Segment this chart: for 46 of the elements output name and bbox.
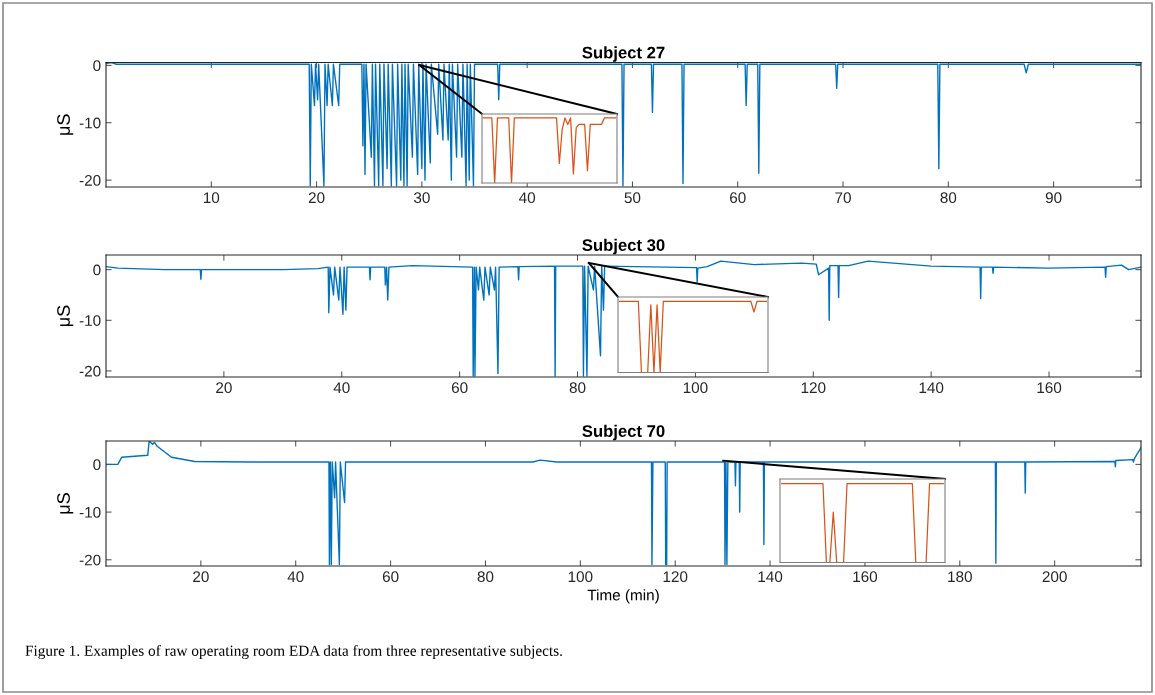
x-tick-label: 40 xyxy=(519,192,536,204)
x-tick-label: 90 xyxy=(1045,192,1062,204)
x-tick-label: 80 xyxy=(569,382,586,394)
y-axis-title: μS xyxy=(57,114,74,135)
x-tick-label: 70 xyxy=(835,192,851,204)
line-series xyxy=(106,62,1141,187)
x-tick-label: 60 xyxy=(451,382,468,394)
caption: Figure 1. Examples of raw operating room EDA data from three representative subjects. xyxy=(25,644,562,660)
y-tick-label: 0 xyxy=(93,60,101,72)
y-tick-label: -10 xyxy=(79,506,101,518)
x-tick-label: 50 xyxy=(624,192,641,204)
x-tick-label: 160 xyxy=(853,571,878,583)
x-tick-label: 20 xyxy=(308,192,325,204)
line-series xyxy=(106,441,1141,566)
y-tick-label: -20 xyxy=(79,365,101,377)
x-tick-label: 120 xyxy=(801,382,826,394)
x-tick-label: 20 xyxy=(216,382,232,394)
x-tick-label: 140 xyxy=(919,382,944,394)
y-tick-label: 0 xyxy=(93,264,101,276)
y-axis-title: μS xyxy=(57,305,74,327)
y-tick-label: -20 xyxy=(79,554,101,566)
x-tick-label: 200 xyxy=(1042,571,1067,583)
x-tick-label: 100 xyxy=(683,382,708,394)
chart-title: Subject 70 xyxy=(582,424,665,441)
x-tick-label: 120 xyxy=(663,571,688,583)
y-tick-label: -20 xyxy=(79,174,101,186)
x-tick-label: 80 xyxy=(940,192,957,204)
x-tick-label: 10 xyxy=(203,192,220,204)
y-tick-label: -10 xyxy=(79,117,101,129)
chart-title: Subject 30 xyxy=(582,238,665,255)
x-tick-label: 40 xyxy=(287,571,304,583)
x-tick-label: 60 xyxy=(382,571,399,583)
x-tick-label: 140 xyxy=(758,571,783,583)
y-tick-label: -10 xyxy=(79,315,101,326)
x-tick-label: 180 xyxy=(948,571,972,583)
x-tick-label: 30 xyxy=(413,192,430,204)
x-tick-label: 40 xyxy=(333,382,350,394)
chart-title: Subject 27 xyxy=(582,46,665,62)
x-tick-label: 100 xyxy=(568,571,593,583)
x-tick-label: 60 xyxy=(730,192,746,204)
x-tick-label: 20 xyxy=(193,571,209,583)
y-tick-label: 0 xyxy=(93,459,101,471)
y-axis-title: μS xyxy=(57,493,74,514)
x-tick-label: 160 xyxy=(1037,382,1062,394)
x-axis-title: Time (min) xyxy=(587,589,659,604)
x-tick-label: 80 xyxy=(477,571,494,583)
